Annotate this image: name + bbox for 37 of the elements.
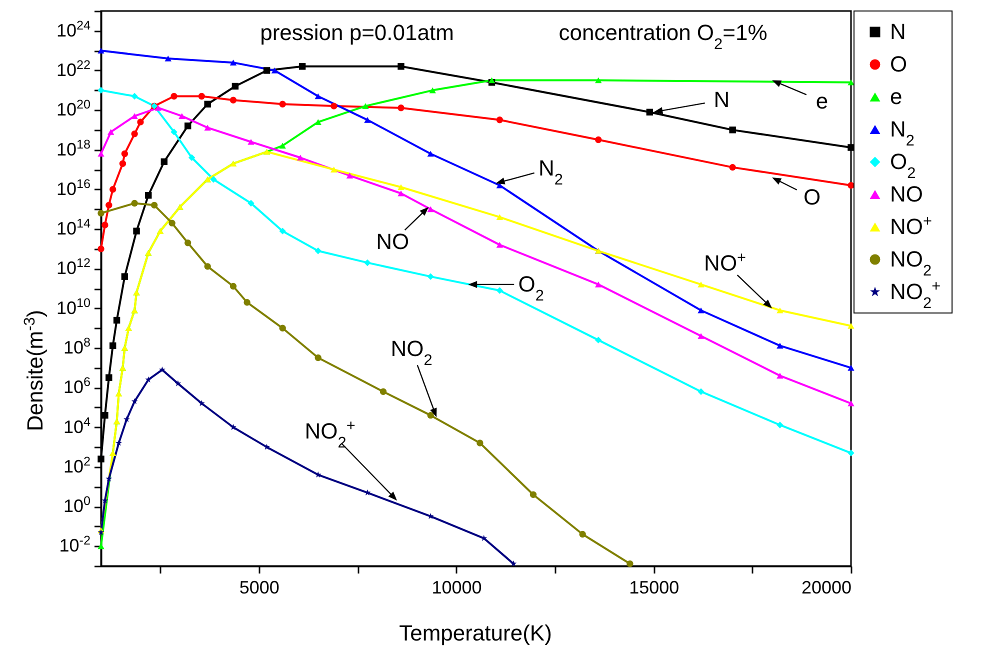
x-tick-label: 10000	[432, 578, 482, 598]
annotation: pression p=0.01atm	[260, 20, 454, 45]
legend-label: NO$^{+}$	[890, 212, 932, 239]
annotation: NO	[376, 228, 410, 254]
legend-label: NO	[890, 182, 923, 206]
legend-label: O$_{2}$	[890, 149, 916, 182]
legend-label: N	[890, 19, 906, 44]
y-tick-label: 10$^{24}$	[56, 18, 90, 40]
x-tick-label: 20000	[801, 578, 852, 598]
annotation: NO$_{2}$	[390, 336, 432, 369]
y-tick-label: 10$^{2}$	[63, 454, 90, 476]
x-axis-title: Temperature(K)	[399, 620, 552, 646]
annotation: N	[714, 87, 730, 112]
y-tick-label: 10$^{10}$	[56, 296, 90, 318]
legend-label: O	[890, 52, 908, 76]
x-tick-label: 5000	[239, 578, 280, 598]
y-tick-label: 10$^{14}$	[56, 216, 90, 239]
y-tick-label: 10$^{20}$	[56, 98, 90, 120]
annotation: N$_{2}$	[538, 155, 563, 188]
y-tick-label: 10$^{6}$	[63, 375, 90, 398]
y-tick-label: 10$^{12}$	[56, 256, 90, 278]
y-tick-label: 10$^{22}$	[56, 58, 90, 80]
annotation: NO$^{+}$	[704, 248, 746, 276]
y-tick-label: 10$^{8}$	[63, 335, 90, 358]
x-tick-label: 15000	[629, 578, 680, 598]
legend-label: NO$_{2}$	[890, 246, 932, 279]
y-tick-label: 10$^{-2}$	[59, 534, 90, 556]
annotation: concentration O$_{2}$=1%	[558, 20, 768, 52]
y-tick-label: 10$^{0}$	[63, 494, 90, 516]
legend-label: e	[890, 84, 902, 109]
legend-label: N$_{2}$	[890, 116, 914, 149]
annotation: O$_{2}$	[518, 271, 544, 304]
y-tick-label: 10$^{4}$	[63, 414, 90, 437]
y-tick-label: 10$^{18}$	[56, 137, 90, 160]
y-tick-label: 10$^{16}$	[56, 176, 90, 199]
annotation: e	[816, 88, 828, 114]
annotation: O	[803, 184, 821, 210]
